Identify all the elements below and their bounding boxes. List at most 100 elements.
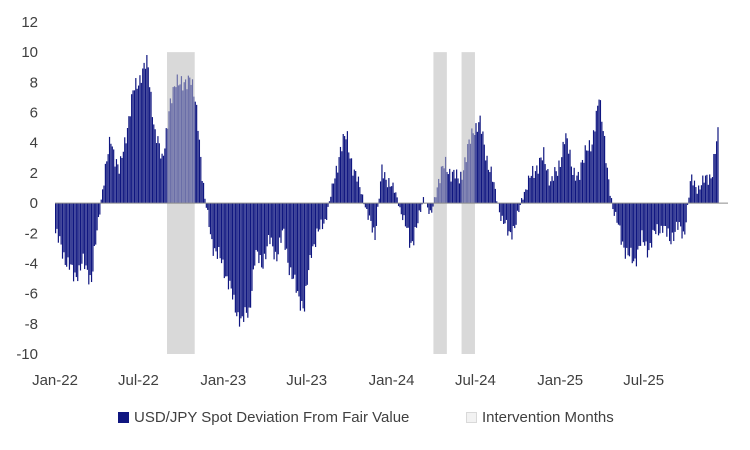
deviation-bar xyxy=(375,203,378,226)
deviation-bar xyxy=(646,203,649,258)
deviation-bar xyxy=(342,133,344,204)
deviation-bar xyxy=(313,203,315,245)
legend-label-intervention: Intervention Months xyxy=(482,409,614,426)
deviation-bar xyxy=(334,178,336,204)
deviation-bar xyxy=(341,151,343,204)
deviation-bar xyxy=(516,203,519,211)
deviation-bar xyxy=(285,203,288,249)
deviation-bar xyxy=(406,203,408,228)
deviation-bar xyxy=(149,87,151,204)
deviation-bar xyxy=(319,203,321,230)
deviation-bar xyxy=(547,169,549,204)
deviation-bar xyxy=(297,203,299,292)
x-tick-label: Jul-22 xyxy=(118,372,159,389)
deviation-bar xyxy=(370,203,372,221)
deviation-bar xyxy=(597,105,599,204)
deviation-bar xyxy=(335,165,337,204)
deviation-bar xyxy=(234,203,236,313)
deviation-bar xyxy=(160,158,162,204)
deviation-bar xyxy=(211,203,213,240)
deviation-bar xyxy=(135,78,137,204)
deviation-bar xyxy=(587,150,589,204)
deviation-bar xyxy=(486,155,488,204)
deviation-bar xyxy=(562,141,564,204)
deviation-bar xyxy=(565,133,567,204)
deviation-bar xyxy=(377,203,379,207)
deviation-bar xyxy=(349,158,351,204)
deviation-bar xyxy=(173,86,176,204)
deviation-bar xyxy=(454,178,456,204)
deviation-bar xyxy=(207,203,209,210)
deviation-bar xyxy=(104,163,106,204)
deviation-bar xyxy=(588,140,590,204)
deviation-bar xyxy=(544,164,546,204)
deviation-bar xyxy=(258,203,260,264)
deviation-bar xyxy=(478,122,480,204)
deviation-bar xyxy=(714,153,716,204)
deviation-bar xyxy=(265,203,267,260)
deviation-bar xyxy=(197,130,199,204)
deviation-bar xyxy=(89,203,91,276)
deviation-bar xyxy=(410,203,412,243)
deviation-bar xyxy=(692,185,694,204)
deviation-bar xyxy=(389,186,391,204)
deviation-bar xyxy=(220,203,223,264)
deviation-bar xyxy=(56,203,58,229)
deviation-bar xyxy=(330,196,332,204)
deviation-bar xyxy=(475,123,477,204)
deviation-bar xyxy=(630,203,632,248)
deviation-bar xyxy=(106,161,108,204)
deviation-bar xyxy=(469,143,472,204)
deviation-bar xyxy=(656,203,658,225)
deviation-bar xyxy=(171,103,173,204)
deviation-bar xyxy=(72,203,75,282)
deviation-bar xyxy=(411,203,413,242)
deviation-bar xyxy=(713,153,715,204)
deviation-bar xyxy=(540,157,542,204)
y-tick-label: 10 xyxy=(21,44,38,61)
deviation-bar xyxy=(395,192,397,204)
deviation-bar xyxy=(391,186,393,204)
deviation-bar xyxy=(451,171,454,204)
deviation-bar xyxy=(709,174,711,204)
deviation-bar xyxy=(482,131,484,204)
deviation-bar xyxy=(288,203,290,276)
deviation-bar xyxy=(696,193,698,204)
deviation-bar xyxy=(429,203,431,211)
deviation-bar xyxy=(601,121,603,204)
deviation-bar xyxy=(269,203,271,245)
deviation-bar xyxy=(262,203,264,269)
deviation-bar xyxy=(55,203,57,234)
deviation-bar xyxy=(180,76,183,204)
deviation-bar xyxy=(139,75,141,204)
deviation-bar xyxy=(426,203,429,208)
deviation-bar xyxy=(193,96,195,204)
deviation-bar xyxy=(162,155,165,204)
deviation-bar xyxy=(534,171,537,204)
deviation-bar xyxy=(270,203,272,238)
deviation-bar xyxy=(581,159,584,204)
deviation-bar xyxy=(586,150,588,204)
deviation-bar xyxy=(439,183,441,204)
deviation-bar xyxy=(496,201,498,204)
deviation-bar xyxy=(628,203,631,257)
deviation-bar xyxy=(100,199,102,204)
deviation-bar xyxy=(190,84,192,204)
deviation-bar xyxy=(610,198,613,204)
deviation-bar xyxy=(169,98,171,204)
deviation-bar xyxy=(236,203,238,317)
deviation-bar xyxy=(595,110,597,204)
deviation-bar xyxy=(440,166,443,204)
deviation-bar xyxy=(684,203,686,235)
deviation-bar xyxy=(657,203,660,236)
deviation-bar xyxy=(92,203,94,272)
deviation-bar xyxy=(659,203,661,234)
deviation-bar xyxy=(144,68,147,204)
deviation-bar xyxy=(131,94,133,204)
deviation-bar xyxy=(111,146,113,204)
deviation-bar xyxy=(648,203,650,251)
y-tick-label: 6 xyxy=(30,105,38,122)
deviation-bar xyxy=(615,203,617,212)
y-tick-label: -6 xyxy=(25,286,38,303)
deviation-bar xyxy=(663,203,665,226)
